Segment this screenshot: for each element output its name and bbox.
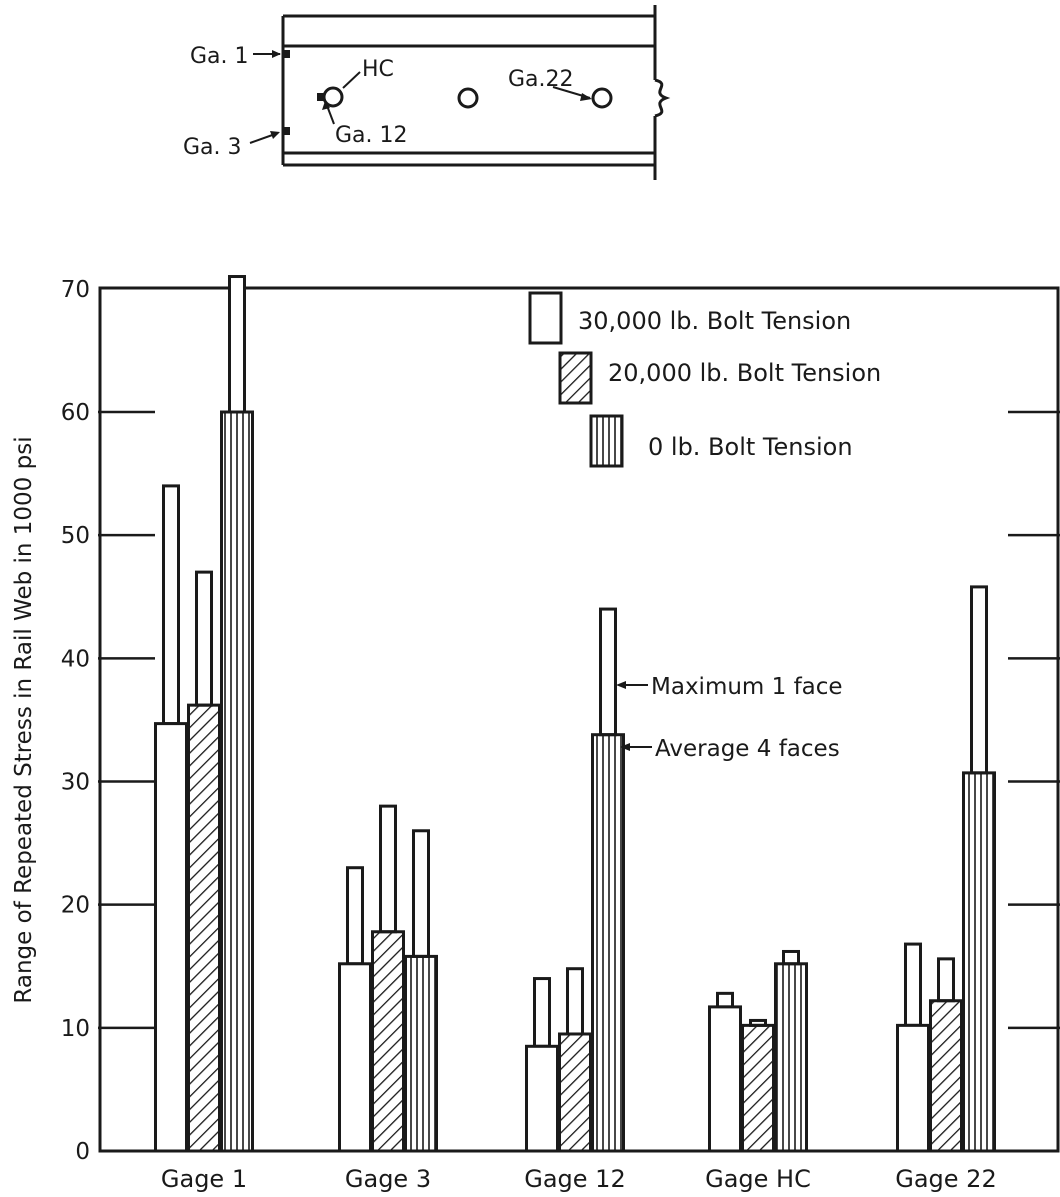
max-bar-gage-hc-0 — [782, 949, 800, 966]
max-bar-gage-1-0 — [228, 275, 246, 414]
max-bar-gage-22-30-000 — [904, 942, 922, 1027]
gage-12-arrowhead — [322, 101, 330, 110]
legend-swatch-20000 — [558, 351, 593, 405]
bolt-hole-3 — [591, 87, 613, 109]
legend-swatch-0 — [589, 414, 624, 468]
rail-diagram: Ga. 1 Ga. 3 HC Ga. 12 Ga.22 — [183, 5, 671, 180]
max-bar-gage-1-20-000 — [195, 570, 213, 707]
label-ga1: Ga. 1 — [190, 44, 249, 69]
max-bar-gage-3-30-000 — [346, 866, 364, 966]
avg-bar-gage-12-0 — [591, 733, 625, 1153]
y-tick-label-40: 40 — [61, 646, 90, 672]
avg-bar-gage-1-0 — [220, 410, 254, 1153]
gage-3-arrowhead — [270, 131, 280, 139]
max-bar-gage-12-20-000 — [566, 967, 584, 1036]
legend-label-20000: 20,000 lb. Bolt Tension — [608, 359, 881, 387]
gage-1-marker — [282, 50, 290, 58]
max-bar-gage-12-0 — [599, 607, 617, 737]
avg-bar-gage-22-0 — [962, 771, 996, 1153]
max-bar-gage-12-30-000 — [533, 977, 551, 1048]
label-ga12: Ga. 12 — [335, 123, 408, 148]
annotations: Maximum 1 face Average 4 faces — [616, 674, 843, 762]
y-tick-label-30: 30 — [61, 770, 90, 796]
legend-label-0: 0 lb. Bolt Tension — [648, 433, 853, 461]
y-tick-label-60: 60 — [61, 400, 90, 426]
y-tick-label-20: 20 — [61, 893, 90, 919]
avg-bar-gage-22-30-000 — [896, 1023, 930, 1153]
y-tick-label-50: 50 — [61, 523, 90, 549]
y-axis-title: Range of Repeated Stress in Rail Web in … — [11, 436, 37, 1003]
y-tick-label-10: 10 — [61, 1016, 90, 1042]
x-tick-label-gage-12: Gage 12 — [524, 1165, 625, 1193]
max-annotation-arrowhead — [616, 681, 626, 689]
x-axis: Gage 1 Gage 3 Gage 12 Gage HC Gage 22 — [161, 1165, 997, 1193]
avg-bar-gage-3-30-000 — [338, 962, 372, 1153]
avg-bar-gage-22-20-000 — [929, 999, 963, 1153]
hc-leader — [342, 71, 361, 89]
max-bar-gage-1-30-000 — [162, 484, 180, 726]
avg-annotation-arrowhead — [620, 743, 630, 751]
x-tick-label-gage-hc: Gage HC — [705, 1165, 811, 1193]
avg-bar-gage-3-20-000 — [371, 930, 405, 1153]
legend-label-30000: 30,000 lb. Bolt Tension — [578, 307, 851, 335]
label-hc: HC — [362, 57, 394, 82]
max-bar-gage-3-20-000 — [379, 804, 397, 934]
x-tick-label-gage-3: Gage 3 — [345, 1165, 431, 1193]
avg-bar-gage-hc-30-000 — [708, 1005, 742, 1153]
annotation-average: Average 4 faces — [655, 736, 840, 762]
x-tick-label-gage-22: Gage 22 — [895, 1165, 996, 1193]
avg-bar-gage-3-0 — [404, 954, 438, 1153]
max-bar-gage-hc-30-000 — [716, 991, 734, 1009]
gage-3-marker — [282, 127, 290, 135]
y-tick-label-0: 0 — [75, 1139, 90, 1165]
gage-12-marker — [317, 93, 325, 101]
avg-bar-gage-1-30-000 — [154, 722, 188, 1153]
label-ga22: Ga.22 — [508, 67, 574, 92]
max-bar-gage-3-0 — [412, 829, 430, 958]
avg-bar-gage-hc-20-000 — [741, 1023, 775, 1153]
avg-bar-gage-1-20-000 — [187, 703, 221, 1153]
annotation-maximum: Maximum 1 face — [651, 674, 843, 700]
max-bar-gage-22-20-000 — [937, 957, 955, 1003]
gage-22-arrowhead — [580, 93, 592, 101]
x-tick-label-gage-1: Gage 1 — [161, 1165, 247, 1193]
legend: 30,000 lb. Bolt Tension 20,000 lb. Bolt … — [528, 291, 881, 468]
avg-bar-gage-12-20-000 — [558, 1032, 592, 1153]
avg-bar-gage-hc-0 — [774, 962, 808, 1153]
max-bar-gage-22-0 — [970, 585, 988, 775]
bars — [154, 275, 996, 1153]
avg-bar-gage-12-30-000 — [525, 1044, 559, 1153]
y-tick-label-70: 70 — [61, 277, 90, 303]
y-axis: 0 10 20 30 40 50 60 70 — [61, 277, 1060, 1165]
label-ga3: Ga. 3 — [183, 135, 242, 160]
gage-1-arrowhead — [272, 50, 281, 58]
rail-break-symbol — [654, 78, 671, 118]
bolt-hole-2 — [457, 87, 479, 109]
legend-swatch-30000 — [528, 291, 563, 345]
